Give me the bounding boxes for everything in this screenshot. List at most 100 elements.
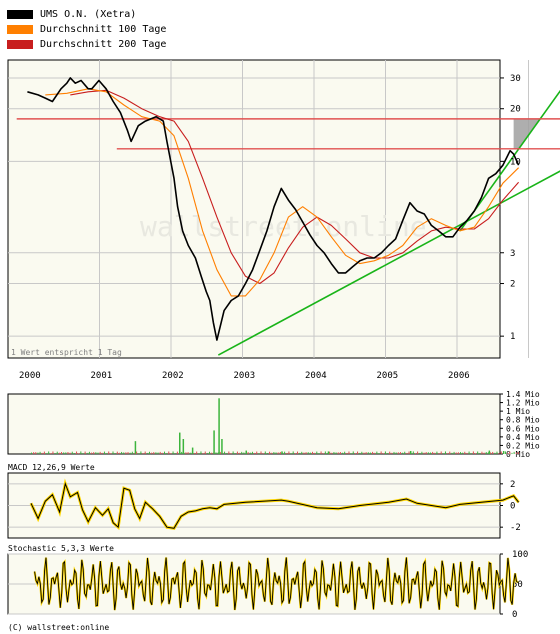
volume-bar xyxy=(63,452,65,454)
volume-bar xyxy=(296,451,298,454)
volume-bar xyxy=(48,451,50,454)
volume-bar xyxy=(449,451,451,454)
volume-bar xyxy=(65,452,67,454)
volume-bar xyxy=(305,452,307,454)
volume-bar xyxy=(382,453,384,454)
volume-bar xyxy=(71,451,73,454)
volume-bar xyxy=(144,451,146,454)
volume-bar xyxy=(453,451,455,454)
volume-bar xyxy=(168,451,170,454)
volume-bar xyxy=(234,453,236,454)
volume-bar xyxy=(455,452,457,454)
volume-bar xyxy=(509,451,511,454)
volume-bar xyxy=(76,451,78,454)
volume-bar xyxy=(189,452,191,454)
y-tick-label: 1 xyxy=(510,332,515,342)
stochastic-tick-label: 0 xyxy=(512,610,517,620)
volume-bar xyxy=(359,452,361,454)
volume-tick-label: 0.2 Mio xyxy=(506,441,540,450)
volume-bar xyxy=(380,451,382,454)
volume-bar xyxy=(136,451,138,454)
watermark-text: wallstreet:online xyxy=(140,210,427,243)
volume-bar xyxy=(219,451,221,454)
volume-bar xyxy=(99,451,101,454)
volume-spike-bar xyxy=(502,451,505,454)
volume-bar xyxy=(108,451,110,454)
x-tick-label: 2003 xyxy=(234,371,256,381)
volume-bar xyxy=(438,453,440,454)
volume-bar xyxy=(133,452,135,454)
volume-bar xyxy=(157,452,159,454)
volume-bar xyxy=(151,452,153,454)
volume-bar xyxy=(266,452,268,454)
volume-bar xyxy=(442,453,444,454)
stochastic-tick-label: 100 xyxy=(512,550,528,560)
stochastic-title: Stochastic 5,3,3 Werte xyxy=(8,544,114,553)
legend-label-price: UMS O.N. (Xetra) xyxy=(40,8,137,20)
volume-bar xyxy=(103,451,105,454)
volume-bar xyxy=(307,452,309,454)
volume-bar xyxy=(393,451,395,454)
volume-bar xyxy=(200,451,202,454)
volume-bar xyxy=(444,451,446,454)
volume-bar xyxy=(123,452,125,454)
legend-swatch-price xyxy=(7,9,33,19)
volume-bar xyxy=(333,451,335,454)
volume-bar xyxy=(487,452,489,454)
volume-bar xyxy=(399,452,401,454)
volume-bar xyxy=(170,453,172,454)
volume-bar xyxy=(464,451,466,454)
resistance-cone xyxy=(513,118,541,149)
volume-bar xyxy=(46,453,48,454)
volume-bar xyxy=(316,451,318,454)
volume-bar xyxy=(324,451,326,454)
volume-bar xyxy=(372,451,374,454)
volume-bar xyxy=(365,452,367,454)
volume-bar xyxy=(468,451,470,454)
volume-bar xyxy=(490,452,492,454)
volume-bar xyxy=(492,451,494,454)
volume-bar xyxy=(256,451,258,454)
price-panel xyxy=(7,59,501,359)
volume-bar xyxy=(204,451,206,454)
y-tick-label: 3 xyxy=(510,249,515,259)
volume-bar xyxy=(273,452,275,454)
volume-bar xyxy=(67,452,69,454)
volume-bar xyxy=(43,451,45,454)
volume-bar xyxy=(389,451,391,454)
trend-line xyxy=(217,170,560,356)
volume-bar xyxy=(369,452,371,454)
volume-bar xyxy=(121,451,123,454)
x-tick-label: 2005 xyxy=(377,371,399,381)
volume-bar xyxy=(196,451,198,454)
macd-title: MACD 12,26,9 Werte xyxy=(8,463,95,472)
volume-bar xyxy=(95,452,97,454)
volume-bar xyxy=(279,451,281,454)
volume-bar xyxy=(477,451,479,454)
volume-bar xyxy=(236,451,238,454)
volume-bar xyxy=(211,452,213,454)
y-tick-label: 20 xyxy=(510,105,521,115)
volume-bar xyxy=(254,452,256,454)
volume-bar xyxy=(339,452,341,454)
volume-bar xyxy=(209,451,211,454)
volume-bar xyxy=(361,451,363,454)
volume-bar xyxy=(224,451,226,454)
scale-note: 1 Wert entspricht 1 Tag xyxy=(11,348,122,357)
volume-bar xyxy=(335,452,337,454)
volume-bar xyxy=(181,451,183,454)
stochastic-line xyxy=(34,557,519,611)
volume-bar xyxy=(352,451,354,454)
volume-tick-label: 0 Mio xyxy=(506,450,530,459)
volume-spike-bar xyxy=(245,450,247,454)
ma200-series-line xyxy=(70,89,520,285)
volume-bar xyxy=(82,453,84,454)
macd-tick-label: 2 xyxy=(510,480,515,490)
volume-bar xyxy=(357,451,359,454)
volume-bar xyxy=(241,451,243,454)
macd-tick-label: -2 xyxy=(510,523,521,533)
volume-bar xyxy=(309,452,311,454)
legend-item-ma200: Durchschnitt 200 Tage xyxy=(7,37,166,51)
volume-bar xyxy=(367,452,369,454)
volume-bar xyxy=(125,452,127,454)
